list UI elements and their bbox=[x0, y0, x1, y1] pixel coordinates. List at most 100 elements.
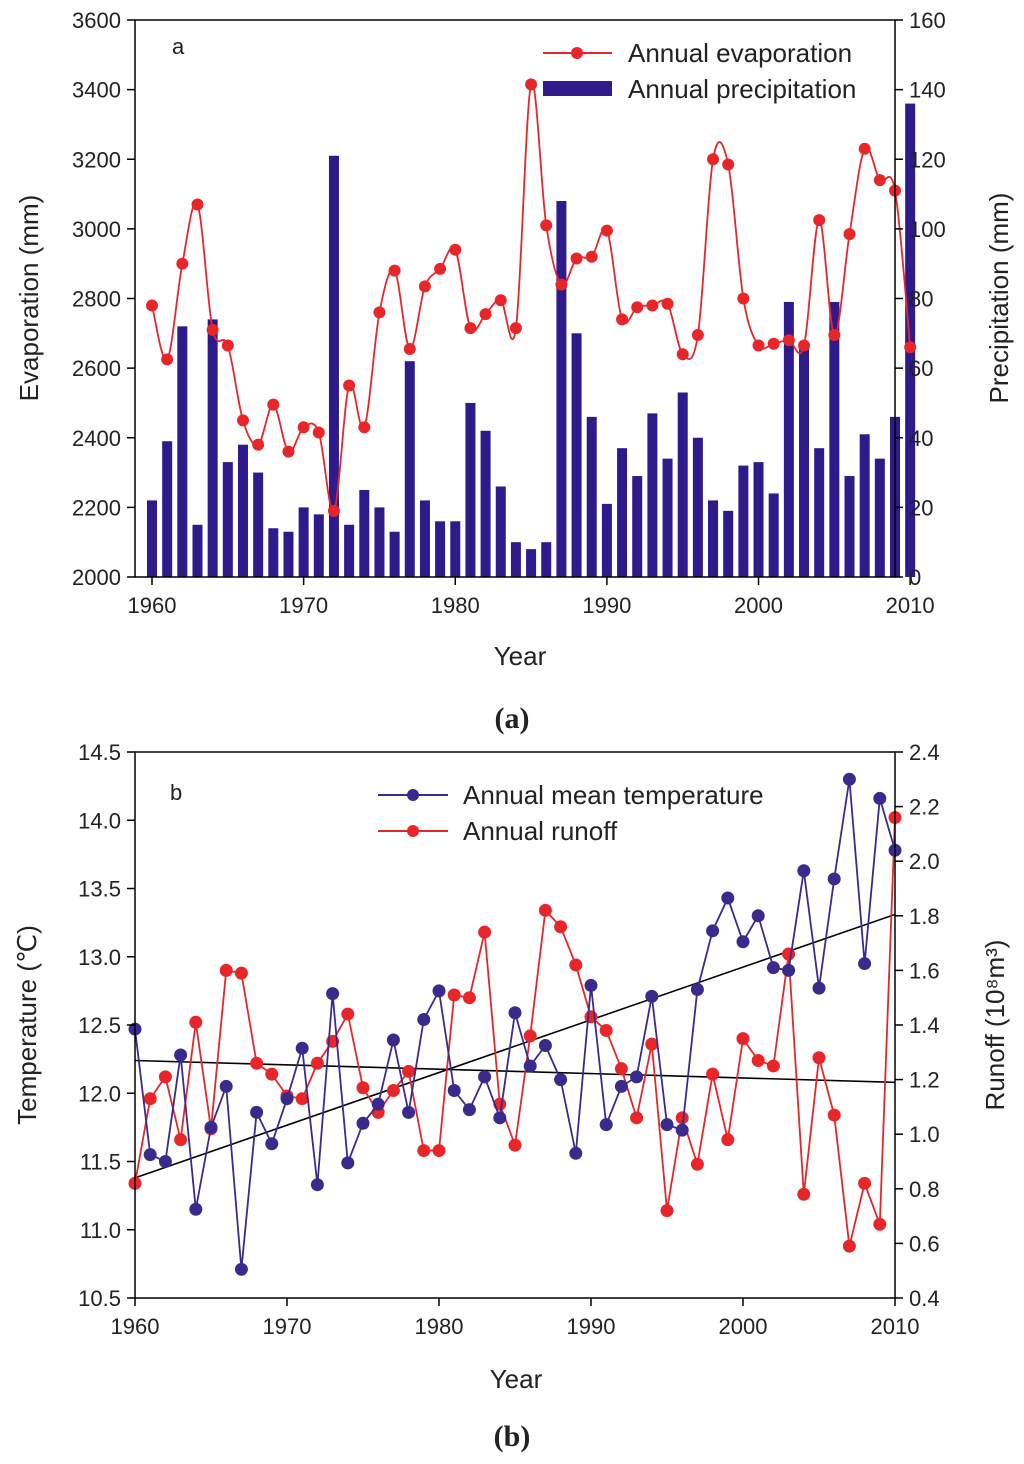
temperature-point bbox=[310, 1178, 324, 1192]
right-y-tick-label: 2.4 bbox=[909, 740, 940, 765]
left-y-tick-label: 14.0 bbox=[78, 808, 121, 833]
evaporation-point bbox=[600, 224, 613, 237]
evaporation-point bbox=[555, 278, 568, 291]
right-y-tick-label: 0.6 bbox=[909, 1231, 940, 1256]
precipitation-bar bbox=[374, 507, 385, 578]
x-tick-label: 1990 bbox=[582, 593, 631, 618]
temperature-point bbox=[493, 1111, 507, 1125]
evaporation-series bbox=[146, 78, 917, 517]
evaporation-point bbox=[509, 322, 522, 335]
evaporation-point bbox=[479, 308, 492, 321]
precipitation-bar bbox=[328, 155, 339, 577]
precipitation-bar bbox=[708, 500, 719, 577]
evaporation-point bbox=[146, 299, 158, 312]
runoff-point bbox=[873, 1217, 887, 1231]
panel-a-left-y-ticks: 2000 2200 2400 2600 2800 3000 3200 3400 3600 bbox=[72, 8, 135, 590]
evaporation-point bbox=[646, 299, 659, 312]
panel-a-letter: a bbox=[172, 34, 185, 59]
runoff-point bbox=[310, 1056, 324, 1070]
x-tick-label: 2000 bbox=[734, 593, 783, 618]
temperature-point bbox=[174, 1048, 188, 1062]
runoff-point bbox=[189, 1015, 203, 1029]
temperature-point bbox=[706, 924, 720, 938]
temperature-point bbox=[645, 989, 659, 1003]
precipitation-bar bbox=[465, 402, 476, 577]
temperature-point bbox=[538, 1038, 552, 1052]
evaporation-line bbox=[151, 81, 912, 512]
left-y-tick-label: 3200 bbox=[72, 147, 121, 172]
temperature-point bbox=[326, 987, 340, 1001]
trend-line bbox=[134, 1059, 896, 1084]
evaporation-point bbox=[282, 445, 295, 458]
legend-evaporation-marker bbox=[571, 47, 583, 59]
runoff-point bbox=[295, 1092, 309, 1106]
evaporation-point bbox=[828, 329, 841, 342]
runoff-point bbox=[538, 903, 552, 917]
left-y-tick-label: 13.5 bbox=[78, 877, 121, 902]
panel-b-letter: b bbox=[170, 780, 182, 805]
panel-b-left-y-axis-label: Temperature (℃) bbox=[12, 925, 42, 1125]
runoff-point bbox=[797, 1187, 811, 1201]
runoff-point bbox=[234, 966, 248, 980]
temperature-point bbox=[827, 872, 841, 886]
left-y-tick-label: 14.5 bbox=[78, 740, 121, 765]
evaporation-point bbox=[904, 341, 917, 354]
temperature-point bbox=[569, 1146, 583, 1160]
evaporation-point bbox=[191, 198, 204, 211]
x-tick-label: 2000 bbox=[719, 1314, 768, 1339]
temperature-point bbox=[614, 1079, 628, 1093]
precipitation-bar bbox=[859, 434, 870, 577]
precipitation-bar bbox=[177, 326, 188, 577]
temperature-point bbox=[234, 1262, 248, 1276]
panel-a-chart: 1960 1970 1980 1990 2000 2010 2000 2200 2400 260… bbox=[14, 8, 1014, 671]
precipitation-bar bbox=[753, 462, 764, 577]
evaporation-point bbox=[798, 339, 811, 352]
runoff-point bbox=[523, 1029, 537, 1043]
evaporation-point bbox=[388, 264, 401, 277]
precipitation-bar bbox=[237, 444, 248, 577]
precipitation-bar bbox=[207, 319, 218, 577]
right-y-tick-label: 1.8 bbox=[909, 904, 940, 929]
legend-evaporation-label: Annual evaporation bbox=[628, 38, 852, 68]
left-y-tick-label: 2000 bbox=[72, 565, 121, 590]
precipitation-bar bbox=[738, 465, 749, 577]
evaporation-point bbox=[297, 421, 310, 434]
runoff-point bbox=[265, 1067, 279, 1081]
evaporation-point bbox=[661, 297, 674, 310]
temperature-point bbox=[690, 983, 704, 997]
x-tick-label: 1980 bbox=[431, 593, 480, 618]
temperature-point bbox=[508, 1006, 522, 1020]
runoff-point bbox=[158, 1070, 172, 1084]
temperature-point bbox=[265, 1137, 279, 1151]
evaporation-point bbox=[585, 250, 598, 263]
temperature-point bbox=[447, 1084, 461, 1098]
temperature-point bbox=[782, 963, 796, 977]
evaporation-point bbox=[327, 504, 340, 517]
evaporation-point bbox=[873, 174, 886, 187]
temperature-point bbox=[462, 1103, 476, 1117]
trend-lines bbox=[134, 913, 896, 1179]
evaporation-point bbox=[616, 313, 629, 326]
panel-a-caption: (a) bbox=[495, 702, 530, 735]
precipitation-bar bbox=[389, 531, 400, 577]
panel-a-x-axis-label: Year bbox=[494, 641, 547, 671]
evaporation-point bbox=[540, 219, 553, 232]
runoff-point bbox=[174, 1133, 188, 1147]
evaporation-point bbox=[373, 306, 386, 319]
temperature-point bbox=[630, 1070, 644, 1084]
panel-b-caption-letter: b bbox=[504, 1420, 521, 1453]
precipitation-bar bbox=[268, 528, 279, 577]
temperature-point bbox=[402, 1105, 416, 1119]
right-y-tick-label: 0.8 bbox=[909, 1177, 940, 1202]
temperature-point bbox=[371, 1097, 385, 1111]
precipitation-bar bbox=[298, 507, 309, 578]
runoff-point bbox=[478, 925, 492, 939]
precipitation-bar bbox=[147, 500, 157, 577]
runoff-point bbox=[858, 1176, 872, 1190]
precipitation-bar bbox=[480, 430, 491, 577]
evaporation-point bbox=[676, 348, 689, 361]
precipitation-bar bbox=[617, 448, 628, 577]
precipitation-bar bbox=[768, 493, 779, 577]
precipitation-bar bbox=[723, 510, 734, 577]
